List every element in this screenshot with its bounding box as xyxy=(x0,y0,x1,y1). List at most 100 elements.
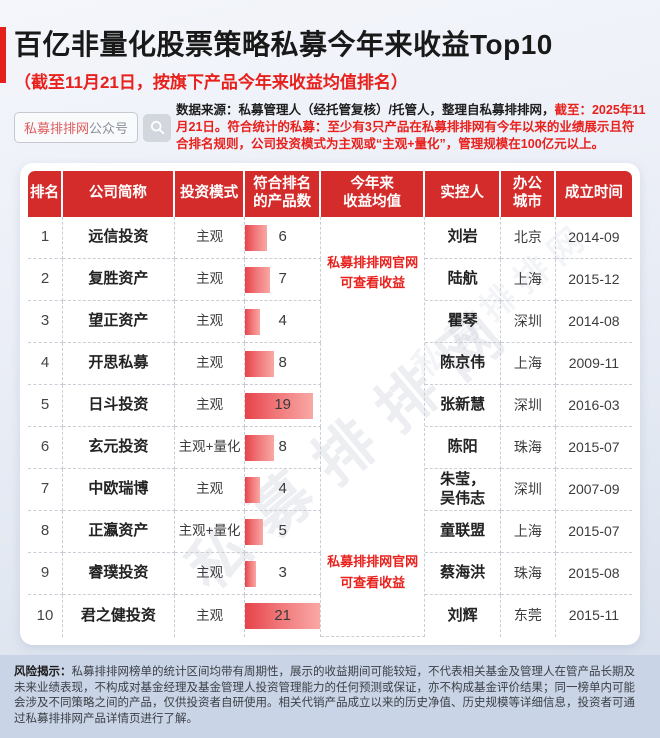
city-cell: 珠海 xyxy=(500,427,556,469)
search-input[interactable]: 私募排排网公众号 xyxy=(14,112,139,143)
product-count-cell: 21 xyxy=(245,595,321,637)
city-cell: 东莞 xyxy=(501,595,556,637)
controller-cell: 陆航 xyxy=(425,259,501,301)
count-bar xyxy=(245,350,274,377)
founded-cell: 2007-09 xyxy=(555,469,632,511)
count-bar xyxy=(245,266,271,293)
count-bar xyxy=(245,476,260,503)
risk-disclaimer-text: 私募排排网榜单的统计区间均带有周期性，展示的收益期间可能较短，不代表相关基金及管… xyxy=(14,666,635,725)
investment-mode-cell: 主观 xyxy=(174,385,246,427)
wechat-search-badge[interactable]: 私募排排网公众号 xyxy=(14,112,176,143)
company-cell: 玄元投资 xyxy=(63,427,175,469)
count-value: 6 xyxy=(278,228,287,246)
city-cell: 珠海 xyxy=(500,553,556,595)
founded-cell: 2015-08 xyxy=(555,553,632,595)
product-count-cell: 6 xyxy=(245,217,321,259)
count-bar xyxy=(245,224,267,251)
rank-cell: 7 xyxy=(28,469,64,511)
founded-cell: 2014-09 xyxy=(555,217,632,259)
count-value: 21 xyxy=(274,606,292,624)
city-cell: 深圳 xyxy=(500,301,556,343)
rank-cell: 9 xyxy=(28,553,64,595)
rank-cell: 5 xyxy=(28,385,64,427)
founded-cell: 2015-12 xyxy=(555,259,632,301)
product-count-cell: 8 xyxy=(245,343,321,385)
product-count-cell: 3 xyxy=(245,553,321,595)
info-row: 私募排排网公众号 数据来源：私募管理人（经托管复核）/托管人，整理自私募排排网，… xyxy=(14,102,646,153)
product-count-cell: 19 xyxy=(245,385,321,427)
company-cell: 睿璞投资 xyxy=(63,553,175,595)
rank-cell: 3 xyxy=(28,301,64,343)
company-cell: 开思私募 xyxy=(63,343,175,385)
company-cell: 君之健投资 xyxy=(63,595,175,637)
controller-cell: 刘辉 xyxy=(425,595,501,637)
product-count-cell: 7 xyxy=(245,259,321,301)
investment-mode-cell: 主观+量化 xyxy=(174,511,246,553)
controller-cell: 蔡海洪 xyxy=(425,553,501,595)
column-header-rank: 排名 xyxy=(28,171,64,217)
investment-mode-cell: 主观 xyxy=(175,595,246,637)
city-cell: 上海 xyxy=(500,511,556,553)
founded-cell: 2015-07 xyxy=(555,427,632,469)
count-value: 3 xyxy=(278,564,287,582)
rank-cell: 4 xyxy=(28,343,64,385)
founded-cell: 2015-11 xyxy=(568,607,620,624)
investment-mode-cell: 主观 xyxy=(174,259,246,301)
company-cell: 正瀛资产 xyxy=(63,511,175,553)
data-source-note-black: 数据来源：私募管理人（经托管复核）/托管人，整理自私募排排网， xyxy=(176,103,555,117)
city-cell: 上海 xyxy=(500,259,556,301)
count-value: 7 xyxy=(278,270,287,288)
data-source-note-red: 截至：2025年11月21日。符合统计的私募：至少有3只产品在私募排排网有今年以… xyxy=(176,103,646,151)
title-accent-bar xyxy=(0,27,6,83)
avg-return-note-bottom: 私募排排网官网 可查看收益 xyxy=(327,554,419,591)
risk-disclaimer: 风险揭示：私募排排网榜单的统计区间均带有周期性，展示的收益期间可能较短，不代表相… xyxy=(0,655,660,738)
count-bar xyxy=(245,560,257,587)
founded-cell: 2014-08 xyxy=(555,301,632,343)
avg-return-merged-cell: 私募排排网官网 可查看收益 私募排排网官网 可查看收益 xyxy=(320,217,426,637)
page-subtitle: （截至11月21日，按旗下产品今年来收益均值排名） xyxy=(14,73,408,92)
investment-mode-cell: 主观 xyxy=(174,343,246,385)
rank-cell: 8 xyxy=(28,511,64,553)
badge-brand-label: 私募排排网 xyxy=(24,121,90,136)
company-cell: 远信投资 xyxy=(63,217,175,259)
count-bar xyxy=(245,603,320,629)
count-bar xyxy=(245,308,260,335)
company-cell: 中欧瑞博 xyxy=(63,469,175,511)
investment-mode-cell: 主观 xyxy=(174,301,246,343)
rank-cell: 10 xyxy=(28,595,64,637)
avg-return-note-top: 私募排排网官网 可查看收益 xyxy=(327,254,419,291)
product-count-cell: 8 xyxy=(245,427,321,469)
ranking-table: 排名 公司简称 投资模式 符合排名 的产品数 今年来 收益均值 实控人 办公 城… xyxy=(28,171,632,637)
controller-cell: 朱莹， 吴伟志 xyxy=(425,469,501,511)
count-value: 19 xyxy=(274,396,292,414)
product-count-cell: 5 xyxy=(245,511,321,553)
risk-disclaimer-label: 风险揭示： xyxy=(14,666,72,678)
data-source-note: 数据来源：私募管理人（经托管复核）/托管人，整理自私募排排网，截至：2025年1… xyxy=(176,102,646,153)
city-cell: 深圳 xyxy=(500,385,556,427)
company-cell: 望正资产 xyxy=(63,301,175,343)
controller-cell: 陈阳 xyxy=(425,427,501,469)
investment-mode-cell: 主观 xyxy=(174,217,246,259)
rank-cell: 1 xyxy=(28,217,64,259)
count-bar xyxy=(245,392,313,419)
column-header-product-count: 符合排名 的产品数 xyxy=(245,171,321,217)
count-value: 8 xyxy=(278,438,287,456)
controller-cell: 张新慧 xyxy=(425,385,501,427)
company-cell: 复胜资产 xyxy=(63,259,175,301)
count-bar xyxy=(245,518,264,545)
rank-cell: 2 xyxy=(28,259,64,301)
page-title: 百亿非量化股票策略私募今年来收益Top10 xyxy=(14,29,553,60)
investment-mode-cell: 主观+量化 xyxy=(174,427,246,469)
controller-cell: 刘岩 xyxy=(425,217,501,259)
column-header-company: 公司简称 xyxy=(63,171,175,217)
count-value: 4 xyxy=(278,312,287,330)
product-count-cell: 4 xyxy=(245,469,321,511)
column-header-founded: 成立时间 xyxy=(555,171,632,217)
product-count-cell: 4 xyxy=(245,301,321,343)
rank-cell: 6 xyxy=(28,427,64,469)
founded-cell: 2016-03 xyxy=(555,385,632,427)
count-value: 4 xyxy=(278,480,287,498)
founded-cell: 2009-11 xyxy=(555,343,632,385)
badge-suffix-label: 公众号 xyxy=(89,121,129,136)
search-button[interactable] xyxy=(143,113,172,142)
